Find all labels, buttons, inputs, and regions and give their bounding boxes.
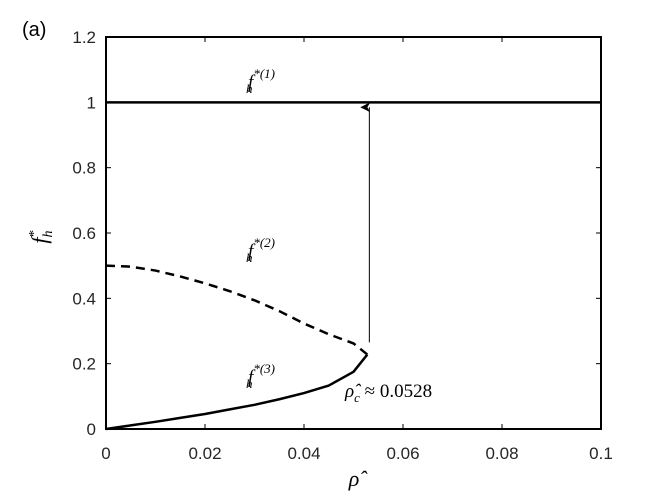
x-tick-label: 0.06 — [386, 444, 419, 463]
data-lines — [105, 101, 601, 431]
x-tick-label: 0.1 — [589, 444, 613, 463]
y-tick-label: 0.6 — [72, 224, 96, 243]
panel-label: (a) — [22, 19, 46, 41]
y-tick-label: 1.2 — [72, 28, 96, 47]
y-tick-label: 0 — [87, 420, 96, 439]
x-tick-label: 0.04 — [287, 444, 320, 463]
critical-value-annotation: ρ̂c ≈ 0.0528 — [344, 381, 432, 405]
y-tick-label: 0.2 — [72, 355, 96, 374]
series-label-1: f*(1) h — [246, 66, 275, 96]
series-label-2: f*(2) h — [246, 235, 275, 265]
series-line-2 — [105, 264, 369, 356]
series-label-3: f*(3) h — [246, 361, 275, 391]
tick-labels: 0 0.02 0.04 0.06 0.08 0.1 0 0.2 0.4 0.6 0.8 1 1.2 — [72, 28, 612, 463]
y-axis-label: f*h — [27, 230, 56, 243]
x-tick-label: 0 — [101, 444, 110, 463]
x-tick-label: 0.02 — [188, 444, 221, 463]
series-line-3 — [105, 353, 369, 431]
y-tick-label: 0.8 — [72, 159, 96, 178]
y-tick-label: 1 — [87, 93, 96, 112]
x-tick-label: 0.08 — [485, 444, 518, 463]
y-tick-label: 0.4 — [72, 289, 96, 308]
x-axis-label: ρ̂ — [348, 466, 369, 491]
plot-area — [105, 36, 602, 430]
